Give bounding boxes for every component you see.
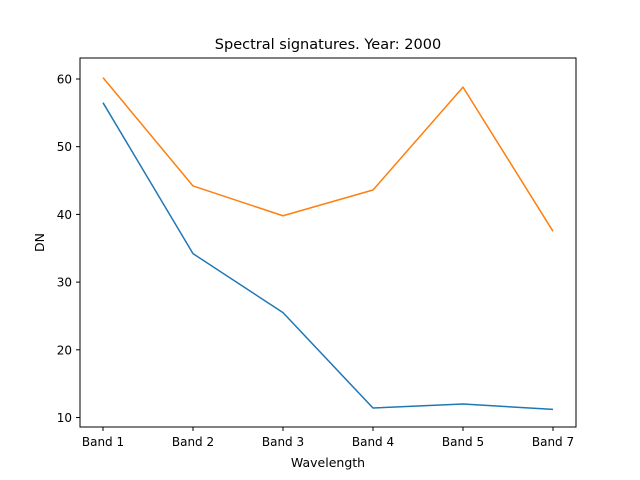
y-tick-label: 20	[57, 343, 72, 357]
x-axis: Band 1 Band 2 Band 3 Band 4 Band 5 Band 7	[82, 427, 574, 449]
y-tick-label: 10	[57, 411, 72, 425]
y-axis: 10 20 30 40 50 60	[57, 72, 80, 425]
x-tick-label: Band 2	[172, 435, 214, 449]
series-line-1	[102, 102, 554, 411]
chart-title: Spectral signatures. Year: 2000	[215, 37, 441, 53]
x-tick-label: Band 7	[532, 435, 574, 449]
series-line-2	[102, 77, 554, 232]
y-axis-label: DN	[32, 233, 47, 252]
y-tick-label: 60	[57, 72, 72, 86]
x-axis-label: Wavelength	[291, 455, 365, 470]
x-tick-label: Band 5	[442, 435, 484, 449]
y-tick-label: 50	[57, 140, 72, 154]
x-tick-label: Band 4	[352, 435, 394, 449]
y-tick-label: 40	[57, 208, 72, 222]
x-tick-label: Band 3	[262, 435, 304, 449]
plot-frame	[79, 57, 577, 428]
x-tick-label: Band 1	[82, 435, 124, 449]
series-layer	[102, 77, 554, 411]
y-tick-label: 30	[57, 276, 72, 290]
